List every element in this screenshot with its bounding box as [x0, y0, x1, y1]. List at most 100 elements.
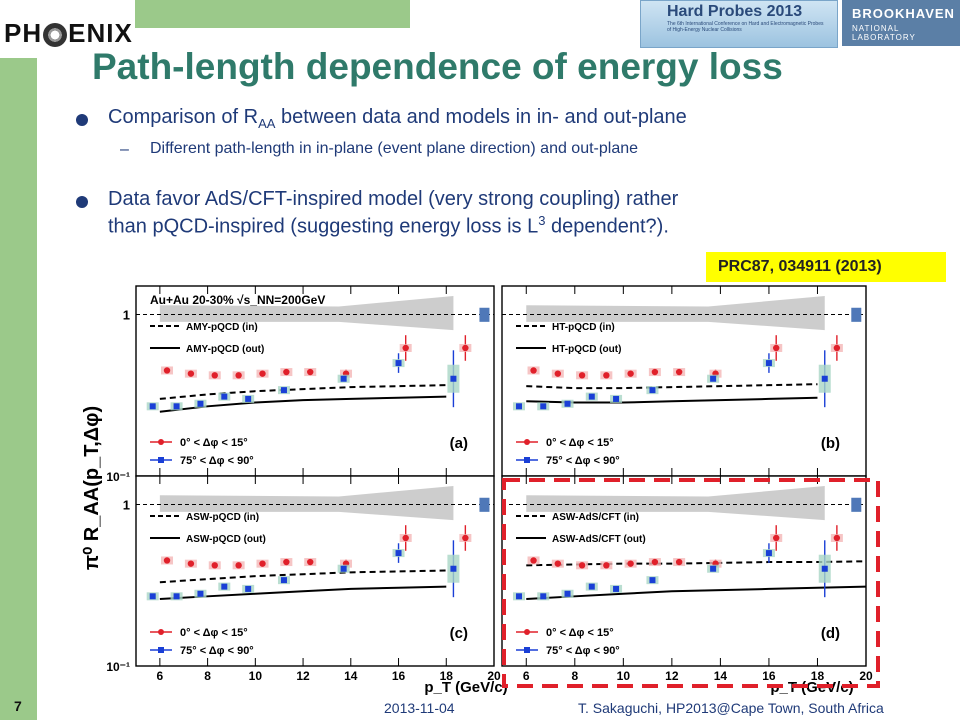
panel-2: HT-pQCD (in) HT-pQCD (out) 0° < Δφ < 15° 75…: [501, 285, 867, 477]
out-plane-point: [197, 400, 204, 407]
in-plane-point: [603, 372, 610, 379]
out-plane-point: [221, 583, 228, 590]
hard-probes-subtitle: The 6th International Conference on Hard…: [667, 21, 824, 33]
out-plane-point: [515, 593, 522, 600]
legend-model-out: AMY-pQCD (out): [186, 344, 264, 355]
global-uncertainty-box: [851, 307, 862, 322]
in-plane-point: [554, 560, 562, 567]
model-in-curve: [159, 569, 447, 584]
in-plane-point: [235, 372, 242, 379]
bullet-2-line-2-post: dependent?).: [545, 215, 669, 238]
out-plane-point: [245, 585, 252, 592]
x-tick-label: 16: [392, 669, 406, 683]
legend-model-in: ASW-pQCD (in): [186, 512, 259, 523]
global-uncertainty-box: [479, 307, 490, 322]
panel-tag: (d): [821, 625, 840, 642]
in-plane-point: [462, 534, 469, 542]
in-plane-point: [283, 558, 290, 566]
out-plane-point: [588, 583, 595, 590]
in-plane-point: [651, 368, 659, 376]
x-tick-label: 12: [296, 669, 310, 683]
in-plane-point: [211, 562, 218, 569]
x-axis-title-right: p_T (GeV/c): [770, 679, 853, 696]
x-tick-label: 20: [487, 669, 501, 683]
brookhaven-logo: BROOKHAVEN NATIONAL LABORATORY: [842, 0, 960, 46]
in-plane-point: [603, 562, 610, 569]
in-plane-point: [187, 370, 195, 377]
out-plane-point: [540, 403, 547, 410]
legend-out-plane-marker: [524, 647, 530, 653]
reference-badge: PRC87, 034911 (2013): [706, 252, 946, 282]
bullet-1-text-pre: Comparison of R: [108, 106, 259, 128]
bullet-2-superscript: 3: [538, 213, 546, 228]
out-plane-point: [515, 403, 522, 410]
y-axis-title: π⁰ R_AA(p_T,Δφ): [81, 406, 103, 570]
out-plane-point: [613, 395, 620, 402]
legend-in-plane-marker: [524, 629, 530, 635]
bullet-2: Data favor AdS/CFT-inspired model (very …: [108, 188, 678, 238]
in-plane-point: [462, 344, 469, 352]
legend-in-plane-marker: [158, 439, 164, 445]
legend-out-plane: 75° < Δφ < 90°: [180, 645, 254, 657]
legend-out-plane: 75° < Δφ < 90°: [180, 455, 254, 467]
in-plane-point: [627, 560, 634, 567]
x-tick-label: 6: [157, 669, 164, 683]
in-plane-point: [402, 344, 409, 352]
in-plane-point: [530, 557, 537, 564]
model-in-curve: [526, 383, 818, 390]
out-plane-point: [649, 387, 656, 394]
out-plane-point: [540, 593, 547, 600]
legend-out-plane: 75° < Δφ < 90°: [546, 455, 620, 467]
top-accent-bar: [135, 0, 410, 28]
out-plane-point: [197, 590, 204, 597]
out-plane-point: [173, 403, 180, 410]
figure-panels: 1 10⁻¹ Au+Au 20-30% √s_NN=200GeV AMY-pQCD (…: [106, 285, 873, 683]
normalization-band: [526, 486, 825, 521]
legend-in-plane: 0° < Δφ < 15°: [546, 627, 614, 639]
panel-tag: (c): [450, 625, 468, 642]
bullet-1-text-post: between data and models in in- and out-p…: [275, 106, 687, 128]
x-tick-label: 8: [204, 669, 211, 683]
bullet-2-line-1: Data favor AdS/CFT-inspired model (very …: [108, 188, 679, 210]
legend-in-plane: 0° < Δφ < 15°: [180, 437, 248, 449]
brookhaven-logo-line1: BROOKHAVEN: [852, 6, 955, 21]
bullet-1: Comparison of RAA between data and model…: [108, 106, 687, 135]
legend-model-out: HT-pQCD (out): [552, 344, 621, 355]
legend-out-plane-marker: [524, 457, 530, 463]
y-tick-label-tenth: 10⁻¹: [106, 660, 130, 674]
out-plane-point: [588, 393, 595, 400]
normalization-band: [159, 296, 454, 331]
x-tick-label: 10: [617, 669, 631, 683]
legend-model-in: AMY-pQCD (in): [186, 322, 258, 333]
panel-tag: (b): [821, 435, 840, 452]
in-plane-point: [833, 534, 841, 542]
in-plane-point: [163, 367, 171, 374]
in-plane-point: [163, 557, 171, 564]
x-tick-label: 20: [859, 669, 873, 683]
x-tick-label: 6: [523, 669, 530, 683]
in-plane-point: [773, 534, 780, 542]
page-number: 7: [14, 698, 22, 714]
legend-in-plane-marker: [158, 629, 164, 635]
x-axis-title-left: p_T (GeV/c): [424, 679, 507, 696]
bullet-1-subscript: AA: [258, 116, 276, 131]
in-plane-point: [773, 344, 780, 352]
out-plane-point: [280, 577, 287, 584]
in-plane-point: [187, 560, 195, 567]
normalization-band: [159, 486, 454, 521]
x-tick-label: 18: [811, 669, 825, 683]
out-plane-point: [821, 565, 828, 572]
in-plane-point: [235, 562, 242, 569]
highlight-box: [502, 478, 880, 688]
legend-out-plane-marker: [158, 457, 164, 463]
in-plane-point: [578, 562, 586, 569]
phenix-logo-text-left: PH: [4, 18, 43, 48]
out-plane-point: [710, 565, 717, 572]
legend-model-out: ASW-AdS/CFT (out): [552, 534, 646, 545]
out-plane-point: [221, 393, 228, 400]
normalization-band: [526, 296, 825, 331]
out-plane-point: [613, 585, 620, 592]
out-plane-point: [340, 375, 347, 382]
bullet-1-subitem: Different path-length in in-plane (event…: [150, 140, 639, 157]
out-plane-point: [280, 387, 287, 394]
